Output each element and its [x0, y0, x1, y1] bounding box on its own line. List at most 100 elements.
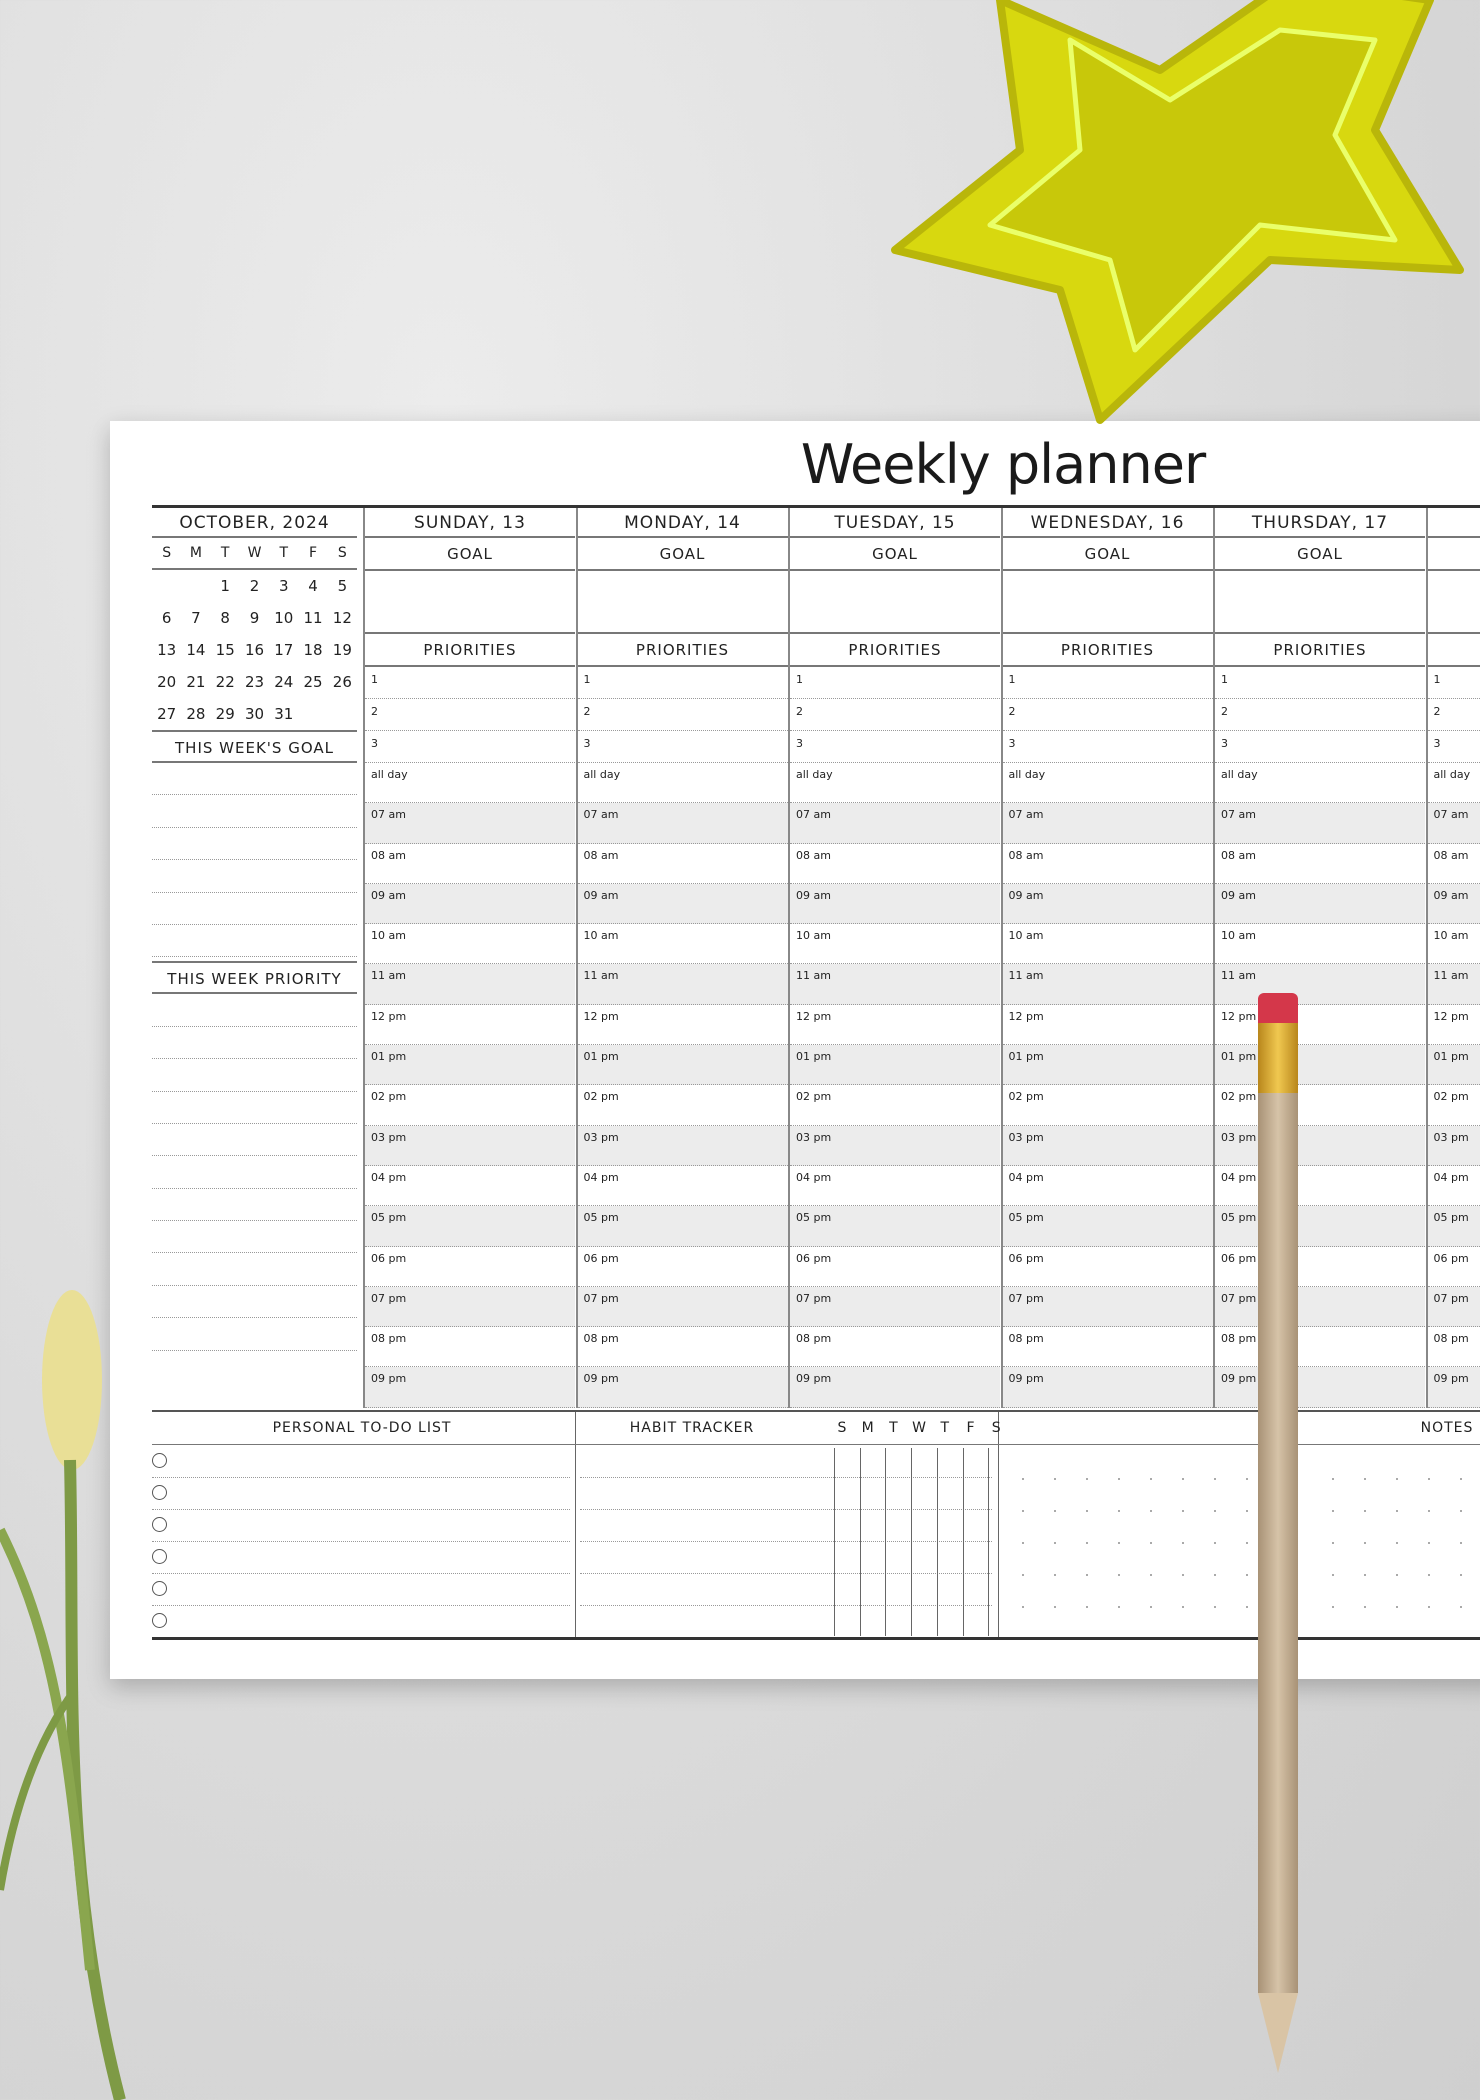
- hour-slot[interactable]: 03 pm: [577, 1125, 788, 1166]
- todo-line[interactable]: [152, 1446, 570, 1478]
- priority-item[interactable]: 2: [577, 699, 788, 731]
- hour-slot[interactable]: 10 am: [365, 924, 575, 965]
- hour-slot[interactable]: 08 am: [365, 844, 575, 884]
- hour-slot[interactable]: 08 am: [1002, 844, 1213, 884]
- goal-line[interactable]: [152, 828, 357, 861]
- hour-slot[interactable]: 07 am: [1215, 803, 1425, 844]
- hour-slot[interactable]: 11 am: [1215, 964, 1425, 1005]
- hour-slot[interactable]: 12 pm: [790, 1005, 1000, 1046]
- calendar-day[interactable]: 10: [274, 609, 294, 627]
- hour-slot[interactable]: 08 pm: [790, 1327, 1000, 1368]
- priority-line[interactable]: [152, 1027, 357, 1060]
- priority-item[interactable]: 2: [1215, 699, 1425, 731]
- hour-slot[interactable]: 01 pm: [577, 1045, 788, 1086]
- todo-checkbox[interactable]: [152, 1453, 167, 1468]
- hour-slot[interactable]: 02 pm: [1427, 1085, 1480, 1126]
- priority-item[interactable]: 3: [1215, 731, 1425, 763]
- hour-slot[interactable]: 02 pm: [1002, 1085, 1213, 1126]
- goal-input[interactable]: [790, 571, 1000, 634]
- hour-slot[interactable]: 06 pm: [1215, 1247, 1425, 1287]
- priority-line[interactable]: [152, 994, 357, 1027]
- calendar-day[interactable]: 11: [303, 609, 323, 627]
- todo-line[interactable]: [152, 1542, 570, 1574]
- hour-slot[interactable]: 08 am: [790, 844, 1000, 884]
- hour-slot[interactable]: 05 pm: [790, 1206, 1000, 1247]
- hour-slot[interactable]: 07 am: [1427, 803, 1480, 844]
- calendar-day[interactable]: 26: [332, 673, 352, 691]
- calendar-day[interactable]: 3: [279, 577, 289, 595]
- all-day-slot[interactable]: all day: [1002, 763, 1213, 804]
- hour-slot[interactable]: 08 am: [577, 844, 788, 884]
- priority-item[interactable]: 3: [577, 731, 788, 763]
- hour-slot[interactable]: 06 pm: [790, 1247, 1000, 1287]
- goal-input[interactable]: [1002, 571, 1213, 634]
- hour-slot[interactable]: 05 pm: [1215, 1206, 1425, 1247]
- hour-slot[interactable]: 06 pm: [365, 1247, 575, 1287]
- priority-item[interactable]: 3: [1427, 731, 1480, 763]
- hour-slot[interactable]: 09 pm: [1002, 1367, 1213, 1408]
- hour-slot[interactable]: 09 am: [1215, 883, 1425, 925]
- priority-line[interactable]: [152, 1189, 357, 1222]
- hour-slot[interactable]: 09 am: [790, 883, 1000, 925]
- hour-slot[interactable]: 06 pm: [1427, 1247, 1480, 1287]
- hour-slot[interactable]: 07 am: [790, 803, 1000, 844]
- hour-slot[interactable]: 07 pm: [577, 1286, 788, 1328]
- hour-slot[interactable]: 04 pm: [577, 1166, 788, 1207]
- goal-line[interactable]: [152, 925, 357, 958]
- hour-slot[interactable]: 09 pm: [365, 1367, 575, 1408]
- hour-slot[interactable]: 08 pm: [365, 1327, 575, 1368]
- priority-line[interactable]: [152, 1253, 357, 1286]
- habit-line[interactable]: [580, 1478, 992, 1510]
- calendar-day[interactable]: 17: [274, 641, 294, 659]
- calendar-day[interactable]: 8: [220, 609, 230, 627]
- hour-slot[interactable]: 08 pm: [1215, 1327, 1425, 1368]
- hour-slot[interactable]: 09 am: [1427, 883, 1480, 925]
- hour-slot[interactable]: 02 pm: [1215, 1085, 1425, 1126]
- hour-slot[interactable]: 10 am: [1215, 924, 1425, 965]
- hour-slot[interactable]: 05 pm: [365, 1206, 575, 1247]
- priority-line[interactable]: [152, 1221, 357, 1254]
- calendar-day[interactable]: 22: [215, 673, 235, 691]
- hour-slot[interactable]: 04 pm: [1427, 1166, 1480, 1207]
- hour-slot[interactable]: 04 pm: [790, 1166, 1000, 1207]
- calendar-day[interactable]: 15: [215, 641, 235, 659]
- all-day-slot[interactable]: all day: [577, 763, 788, 804]
- calendar-day[interactable]: 16: [244, 641, 265, 659]
- goal-input[interactable]: [1427, 571, 1480, 634]
- hour-slot[interactable]: 12 pm: [365, 1005, 575, 1046]
- all-day-slot[interactable]: all day: [790, 763, 1000, 804]
- habit-line[interactable]: [580, 1574, 992, 1606]
- all-day-slot[interactable]: all day: [1427, 763, 1480, 804]
- hour-slot[interactable]: 07 pm: [365, 1286, 575, 1328]
- hour-slot[interactable]: 09 am: [577, 883, 788, 925]
- calendar-day[interactable]: 4: [308, 577, 318, 595]
- hour-slot[interactable]: 12 pm: [1002, 1005, 1213, 1046]
- hour-slot[interactable]: 09 pm: [1427, 1367, 1480, 1408]
- hour-slot[interactable]: 12 pm: [577, 1005, 788, 1046]
- hour-slot[interactable]: 09 pm: [790, 1367, 1000, 1408]
- todo-checkbox[interactable]: [152, 1485, 167, 1500]
- priority-item[interactable]: 1: [1002, 667, 1213, 699]
- priority-item[interactable]: 2: [365, 699, 575, 731]
- calendar-day[interactable]: 20: [157, 673, 177, 691]
- todo-checkbox[interactable]: [152, 1581, 167, 1596]
- hour-slot[interactable]: 07 pm: [1215, 1286, 1425, 1328]
- goal-input[interactable]: [577, 571, 788, 634]
- priority-item[interactable]: 2: [790, 699, 1000, 731]
- hour-slot[interactable]: 10 am: [577, 924, 788, 965]
- calendar-day[interactable]: 12: [332, 609, 352, 627]
- hour-slot[interactable]: 05 pm: [1427, 1206, 1480, 1247]
- hour-slot[interactable]: 07 am: [1002, 803, 1213, 844]
- calendar-day[interactable]: 30: [244, 705, 265, 723]
- hour-slot[interactable]: 01 pm: [1002, 1045, 1213, 1086]
- priority-item[interactable]: 1: [1427, 667, 1480, 699]
- hour-slot[interactable]: 11 am: [577, 964, 788, 1005]
- hour-slot[interactable]: 01 pm: [1215, 1045, 1425, 1086]
- hour-slot[interactable]: 03 pm: [1002, 1125, 1213, 1166]
- hour-slot[interactable]: 04 pm: [365, 1166, 575, 1207]
- hour-slot[interactable]: 12 pm: [1215, 1005, 1425, 1046]
- all-day-slot[interactable]: all day: [1215, 763, 1425, 804]
- hour-slot[interactable]: 05 pm: [1002, 1206, 1213, 1247]
- hour-slot[interactable]: 11 am: [365, 964, 575, 1005]
- priority-line[interactable]: [152, 1092, 357, 1124]
